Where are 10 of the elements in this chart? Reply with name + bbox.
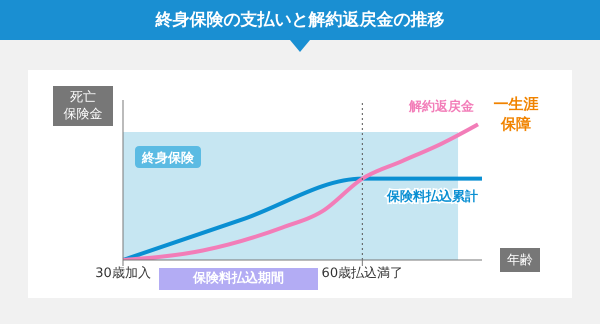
y-axis-title: 死亡保険金 (53, 89, 113, 123)
x-tick-label: 30歳加入 (95, 266, 151, 282)
series-label: 保険料払込累計 (386, 188, 478, 205)
text: 保険料払込期間 (159, 268, 318, 290)
text: 一生涯保障 (492, 94, 540, 134)
chart-title: 終身保険の支払いと解約返戻金の推移 (0, 0, 600, 40)
series-label: 解約返戻金 (408, 98, 476, 114)
x-tick-label: 60歳払込満了 (322, 266, 404, 282)
x-axis-title: 年齢 (500, 248, 540, 272)
band-label: 終身保険 (141, 151, 195, 166)
